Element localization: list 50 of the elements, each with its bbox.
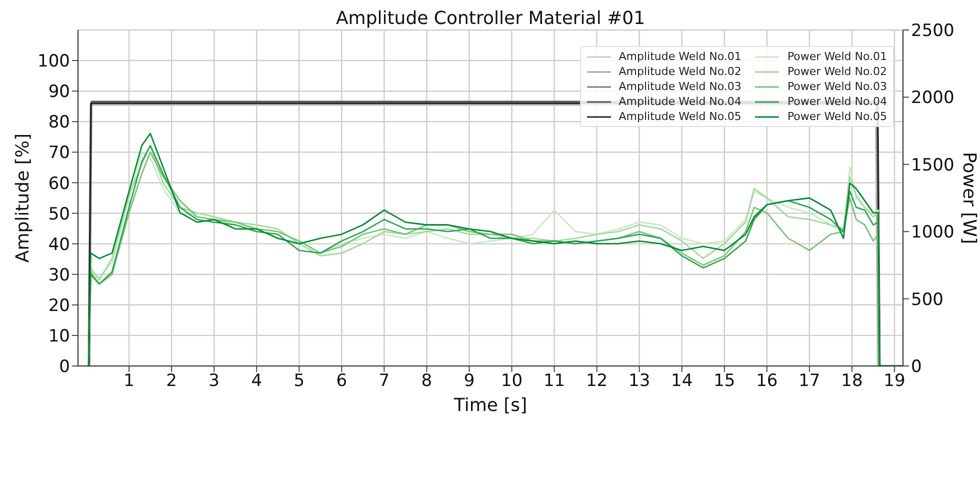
x-tick-label: 12 xyxy=(586,371,608,392)
y2-tick-label: 2500 xyxy=(911,21,954,42)
legend-label: Power Weld No.01 xyxy=(787,50,887,63)
x-tick-label: 9 xyxy=(464,371,475,392)
x-tick-label: 8 xyxy=(421,371,432,392)
y-tick-label: 90 xyxy=(48,82,70,102)
y-tick-label: 40 xyxy=(48,234,70,255)
x-tick-label: 17 xyxy=(798,371,820,392)
x-tick-label: 5 xyxy=(294,371,305,392)
y-tick-label: 70 xyxy=(48,143,70,164)
x-tick-label: 6 xyxy=(336,371,348,392)
x-tick-label: 16 xyxy=(756,371,778,392)
x-tick-label: 13 xyxy=(628,371,650,392)
x-tick-label: 14 xyxy=(671,371,693,392)
y2-tick-label: 1000 xyxy=(911,222,954,243)
y2-axis-title: Power [W] xyxy=(958,152,980,244)
legend-label: Power Weld No.03 xyxy=(787,80,887,93)
y-tick-label: 60 xyxy=(48,174,70,194)
legend-label: Amplitude Weld No.03 xyxy=(618,80,742,93)
legend-label: Power Weld No.02 xyxy=(787,65,887,78)
x-tick-label: 4 xyxy=(251,371,262,392)
y-axis-title: Amplitude [%] xyxy=(12,133,34,263)
x-tick-label: 11 xyxy=(543,371,566,392)
x-tick-label: 15 xyxy=(714,371,736,392)
x-tick-label: 19 xyxy=(884,371,906,392)
y-tick-label: 80 xyxy=(48,112,70,133)
y2-tick-label: 0 xyxy=(911,357,922,378)
x-axis-title: Time [s] xyxy=(452,395,528,416)
legend-label: Power Weld No.04 xyxy=(787,95,887,108)
y2-tick-label: 1500 xyxy=(911,155,954,176)
x-tick-label: 2 xyxy=(166,371,177,392)
y-tick-label: 20 xyxy=(48,296,70,316)
y-tick-label: 0 xyxy=(59,357,70,378)
y2-tick-label: 2000 xyxy=(911,88,954,108)
x-tick-label: 10 xyxy=(500,371,523,392)
y2-tick-label: 500 xyxy=(911,290,944,310)
y-tick-label: 10 xyxy=(48,326,70,346)
y-tick-label: 100 xyxy=(38,52,70,72)
legend-label: Amplitude Weld No.05 xyxy=(618,110,742,123)
legend-label: Amplitude Weld No.04 xyxy=(618,95,742,108)
legend-label: Amplitude Weld No.01 xyxy=(618,50,742,63)
x-tick-label: 7 xyxy=(378,371,390,392)
x-tick-label: 18 xyxy=(841,371,863,392)
y-tick-label: 30 xyxy=(48,265,70,286)
x-tick-label: 1 xyxy=(124,371,134,392)
x-tick-label: 3 xyxy=(208,371,220,392)
y-tick-label: 50 xyxy=(48,204,70,224)
legend-label: Amplitude Weld No.02 xyxy=(618,65,742,78)
legend-label: Power Weld No.05 xyxy=(787,110,887,123)
chart-title: Amplitude Controller Material #01 xyxy=(334,8,646,29)
